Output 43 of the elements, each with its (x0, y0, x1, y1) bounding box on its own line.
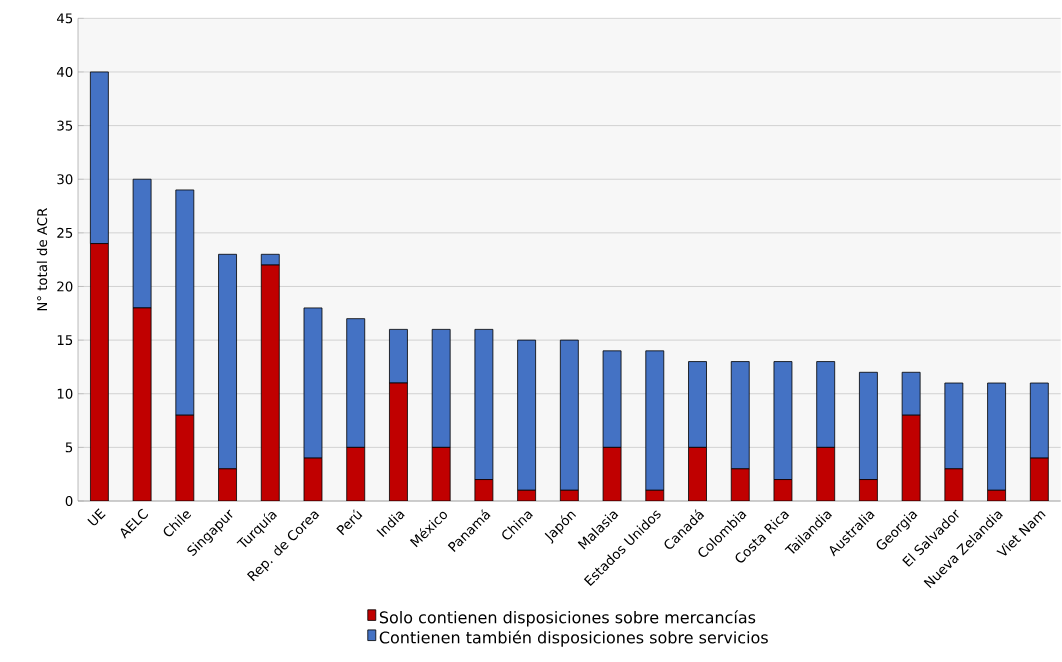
bar (303, 307, 323, 459)
bar (218, 253, 237, 470)
bar (816, 361, 836, 448)
bar (260, 264, 280, 501)
y-tick-label: 5 (65, 442, 73, 453)
y-tick-label: 45 (56, 13, 73, 24)
bar (474, 328, 494, 480)
bar (602, 350, 622, 448)
y-tick-label: 25 (57, 227, 73, 238)
bar (218, 468, 237, 501)
legend-label: Contienen también disposiciones sobre servicios (379, 630, 768, 647)
bar (431, 328, 451, 448)
bar (346, 446, 366, 501)
y-tick-label: 0 (65, 495, 73, 507)
y-axis-title: N° total de ACR (36, 208, 48, 311)
y-tick-label: 20 (57, 281, 73, 292)
bar (730, 468, 750, 501)
bar (517, 339, 537, 491)
y-tick-label: 40 (56, 66, 73, 78)
y-tick-label: 30 (57, 174, 73, 185)
legend-label: Solo contienen disposiciones sobre mercancías (379, 610, 756, 627)
bar (816, 446, 836, 501)
bar (688, 446, 707, 501)
y-tick-label: 15 (57, 335, 73, 346)
x-tick-label: UE (87, 508, 106, 526)
bar (645, 350, 665, 491)
bar (773, 361, 793, 480)
bar (901, 371, 921, 416)
bar (389, 328, 408, 384)
y-tick-label: 35 (57, 120, 73, 131)
bar (1029, 457, 1049, 501)
bar (859, 371, 878, 480)
bar (559, 339, 579, 491)
bar (175, 414, 195, 501)
bar (389, 382, 408, 501)
bar (346, 318, 366, 448)
bar (987, 382, 1006, 491)
bar (688, 361, 707, 448)
bar (944, 382, 964, 470)
y-tick-label: 10 (57, 388, 73, 399)
bar (730, 361, 750, 470)
bar (89, 243, 109, 501)
bar (431, 446, 451, 501)
